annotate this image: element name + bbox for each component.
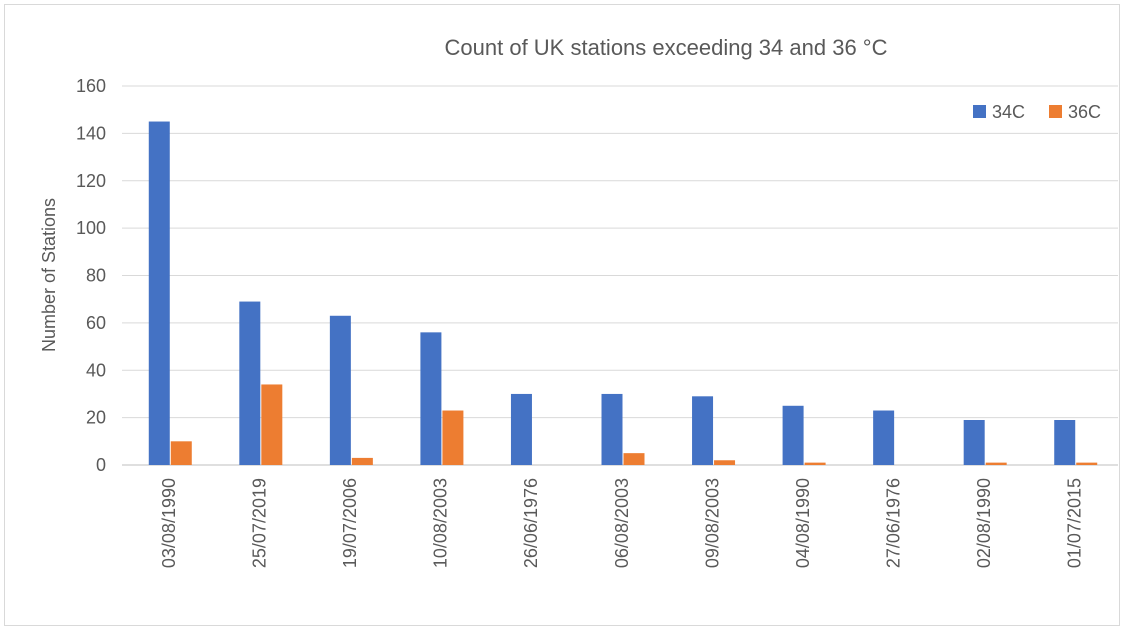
bar-34c-4	[510, 393, 532, 465]
bar-36c-7	[804, 462, 826, 465]
bar-36c-3	[442, 410, 464, 465]
bar-34c-3	[420, 332, 442, 465]
bars	[148, 121, 1098, 465]
x-tick-label: 19/07/2006	[340, 478, 360, 568]
bar-36c-9	[985, 462, 1007, 465]
legend: 34C 36C	[973, 102, 1101, 122]
bar-34c-8	[873, 410, 895, 465]
bar-36c-1	[261, 384, 283, 465]
y-tick-label: 160	[76, 76, 106, 96]
bar-36c-0	[170, 441, 192, 465]
x-tick-label: 06/08/2003	[612, 478, 632, 568]
bar-36c-5	[623, 453, 645, 465]
x-tick-label: 27/06/1976	[883, 478, 903, 568]
chart-frame	[4, 4, 1120, 626]
y-tick-label: 100	[76, 218, 106, 238]
x-tick-label: 01/07/2015	[1064, 478, 1084, 568]
bar-34c-2	[329, 315, 351, 465]
bar-36c-10	[1076, 462, 1098, 465]
bar-34c-6	[692, 396, 714, 465]
chart-title: Count of UK stations exceeding 34 and 36…	[445, 35, 888, 60]
bar-34c-7	[782, 405, 804, 465]
y-tick-label: 60	[86, 313, 106, 333]
y-tick-label: 0	[96, 455, 106, 475]
x-tick-label: 03/08/1990	[159, 478, 179, 568]
legend-swatch-34c	[973, 105, 986, 118]
y-axis-ticks: 0 20 40 60 80 100 120 140 160	[76, 76, 106, 475]
x-tick-label: 09/08/2003	[702, 478, 722, 568]
legend-label-36c: 36C	[1068, 102, 1101, 122]
gridlines	[122, 85, 1118, 466]
x-tick-label: 26/06/1976	[521, 478, 541, 568]
x-tick-label: 10/08/2003	[431, 478, 451, 568]
bar-34c-10	[1054, 419, 1076, 465]
bar-34c-0	[148, 121, 170, 465]
bar-34c-5	[601, 393, 623, 465]
y-tick-label: 120	[76, 171, 106, 191]
y-tick-label: 40	[86, 360, 106, 380]
x-tick-label: 04/08/1990	[793, 478, 813, 568]
legend-label-34c: 34C	[992, 102, 1025, 122]
y-tick-label: 140	[76, 123, 106, 143]
y-tick-label: 20	[86, 408, 106, 428]
bar-36c-6	[714, 460, 736, 465]
bar-36c-2	[351, 457, 373, 465]
x-tick-label: 25/07/2019	[250, 478, 270, 568]
x-axis-ticks: 03/08/1990 25/07/2019 19/07/2006 10/08/2003…	[159, 478, 1084, 568]
legend-swatch-36c	[1049, 105, 1062, 118]
bar-34c-1	[239, 301, 261, 465]
y-tick-label: 80	[86, 266, 106, 286]
x-tick-label: 02/08/1990	[974, 478, 994, 568]
y-axis-label: Number of Stations	[39, 198, 59, 352]
bar-34c-9	[963, 419, 985, 465]
